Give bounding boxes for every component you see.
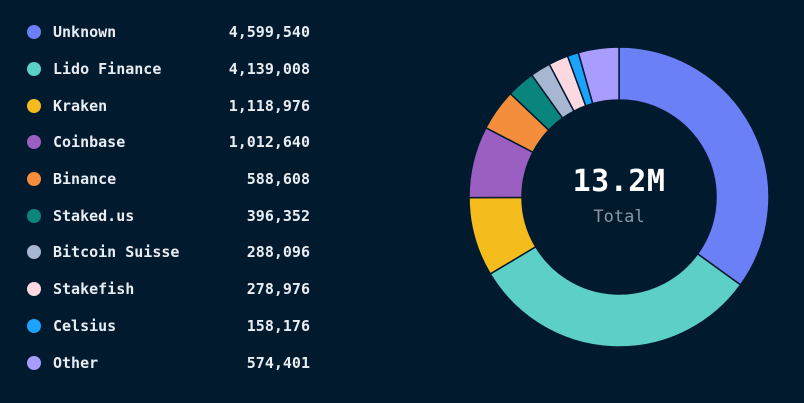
legend: Unknown 4,599,540 Lido Finance 4,139,008 Kra… [24, 14, 324, 381]
legend-label: Coinbase [53, 133, 126, 152]
donut-chart: 13.2M Total [466, 44, 772, 350]
legend-item[interactable]: Coinbase 1,012,640 [24, 124, 324, 161]
legend-color-dot [27, 318, 41, 333]
legend-color-dot [27, 355, 41, 370]
legend-color-dot [27, 25, 41, 40]
legend-label: Bitcoin Suisse [53, 243, 180, 262]
legend-item[interactable]: Other 574,401 [24, 344, 324, 381]
legend-value: 588,608 [246, 170, 310, 189]
legend-value: 4,599,540 [228, 23, 310, 42]
donut-slice-lido-finance[interactable] [489, 245, 742, 348]
legend-value: 396,352 [246, 206, 310, 225]
legend-color-dot [27, 245, 41, 260]
legend-value: 288,096 [246, 243, 310, 262]
legend-color-dot [27, 135, 41, 150]
legend-value: 1,012,640 [228, 133, 310, 152]
donut-svg [468, 46, 770, 348]
legend-label: Other [53, 353, 99, 372]
legend-item[interactable]: Celsius 158,176 [24, 308, 324, 345]
legend-item[interactable]: Stakefish 278,976 [24, 271, 324, 308]
legend-item[interactable]: Kraken 1,118,976 [24, 87, 324, 124]
legend-label: Unknown [53, 23, 117, 42]
legend-item[interactable]: Staked.us 396,352 [24, 197, 324, 234]
legend-value: 574,401 [246, 353, 310, 372]
legend-value: 1,118,976 [228, 96, 310, 115]
legend-label: Stakefish [53, 280, 135, 299]
legend-item[interactable]: Bitcoin Suisse 288,096 [24, 234, 324, 271]
legend-item[interactable]: Lido Finance 4,139,008 [24, 51, 324, 88]
legend-value: 158,176 [246, 316, 310, 335]
legend-color-dot [27, 172, 41, 187]
legend-value: 278,976 [246, 280, 310, 299]
legend-label: Lido Finance [53, 60, 162, 79]
legend-label: Staked.us [53, 206, 135, 225]
legend-item[interactable]: Unknown 4,599,540 [24, 14, 324, 51]
legend-color-dot [27, 282, 41, 297]
donut-slice-other[interactable] [577, 46, 620, 105]
legend-color-dot [27, 98, 41, 113]
legend-color-dot [27, 208, 41, 223]
donut-slice-unknown[interactable] [618, 46, 770, 286]
legend-item[interactable]: Binance 588,608 [24, 161, 324, 198]
legend-label: Celsius [53, 316, 117, 335]
legend-label: Binance [53, 170, 117, 189]
legend-color-dot [27, 62, 41, 77]
legend-label: Kraken [53, 96, 108, 115]
legend-value: 4,139,008 [228, 60, 310, 79]
